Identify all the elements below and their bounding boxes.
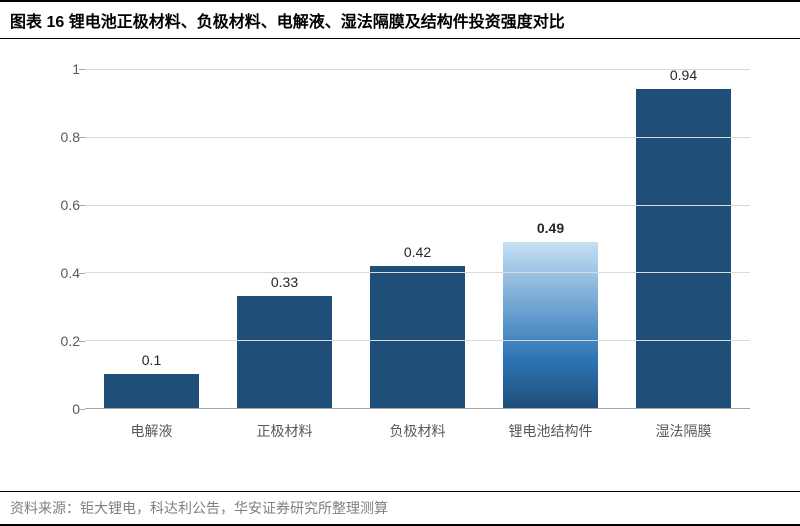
chart-title: 图表 16 锂电池正极材料、负极材料、电解液、湿法隔膜及结构件投资强度对比 bbox=[0, 0, 800, 39]
gridline bbox=[85, 137, 750, 138]
gridline bbox=[85, 205, 750, 206]
y-tick-mark bbox=[79, 341, 85, 342]
y-tick-mark bbox=[79, 137, 85, 138]
bar-value-label: 0.33 bbox=[271, 274, 298, 290]
plot-region: 0.10.330.420.490.94 bbox=[85, 69, 750, 409]
x-tick-label: 湿法隔膜 bbox=[617, 413, 750, 449]
y-tick-label: 0.2 bbox=[30, 333, 80, 349]
bar: 0.49 bbox=[503, 242, 599, 408]
y-tick-label: 0.4 bbox=[30, 265, 80, 281]
bar-slot: 0.1 bbox=[85, 69, 218, 408]
y-tick-label: 0 bbox=[30, 401, 80, 417]
bar-slot: 0.42 bbox=[351, 69, 484, 408]
x-tick-label: 正极材料 bbox=[218, 413, 351, 449]
x-tick-label: 负极材料 bbox=[351, 413, 484, 449]
x-tick-label: 锂电池结构件 bbox=[484, 413, 617, 449]
bar: 0.42 bbox=[370, 266, 466, 408]
y-tick-label: 0.6 bbox=[30, 197, 80, 213]
bar-value-label: 0.42 bbox=[404, 244, 431, 260]
x-tick-label: 电解液 bbox=[85, 413, 218, 449]
bar: 0.33 bbox=[237, 296, 333, 408]
gridline bbox=[85, 272, 750, 273]
y-tick-label: 0.8 bbox=[30, 129, 80, 145]
gridline bbox=[85, 340, 750, 341]
bars-container: 0.10.330.420.490.94 bbox=[85, 69, 750, 408]
y-tick-label: 1 bbox=[30, 61, 80, 77]
y-tick-mark bbox=[79, 205, 85, 206]
chart-area: 0.10.330.420.490.94 电解液正极材料负极材料锂电池结构件湿法隔… bbox=[30, 59, 770, 449]
bar-slot: 0.94 bbox=[617, 69, 750, 408]
y-tick-mark bbox=[79, 69, 85, 70]
y-tick-mark bbox=[79, 273, 85, 274]
y-tick-mark bbox=[79, 409, 85, 410]
bar-slot: 0.49 bbox=[484, 69, 617, 408]
bar-slot: 0.33 bbox=[218, 69, 351, 408]
bar: 0.1 bbox=[104, 374, 200, 408]
source-text: 资料来源：钜大锂电，科达利公告，华安证券研究所整理测算 bbox=[0, 491, 800, 526]
gridline bbox=[85, 69, 750, 70]
x-axis-labels: 电解液正极材料负极材料锂电池结构件湿法隔膜 bbox=[85, 413, 750, 449]
bar-value-label: 0.49 bbox=[537, 220, 564, 236]
bar-value-label: 0.1 bbox=[142, 352, 161, 368]
